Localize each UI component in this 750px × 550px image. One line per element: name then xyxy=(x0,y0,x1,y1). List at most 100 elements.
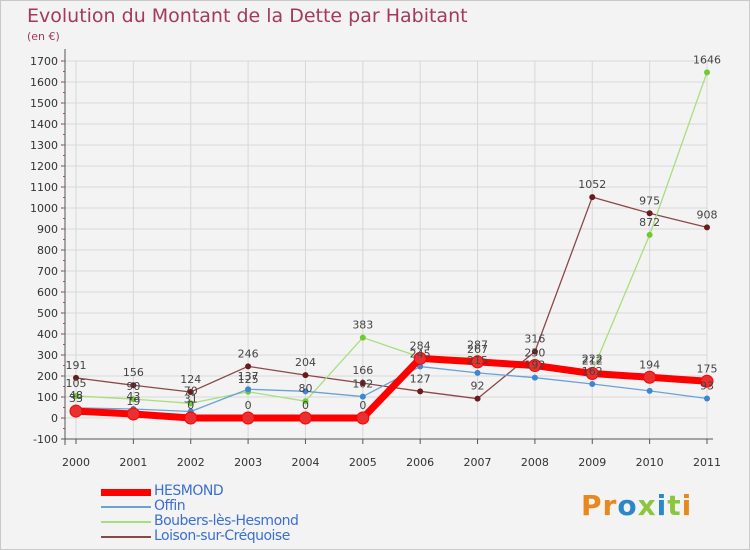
data-label: 872 xyxy=(639,216,660,229)
data-label: 137 xyxy=(238,370,259,383)
logo-letter: i xyxy=(656,489,668,522)
logo-letter: P xyxy=(581,489,603,522)
data-label: 204 xyxy=(295,356,316,369)
data-label: 975 xyxy=(639,194,660,207)
legend-label-loison: Loison-sur-Créquoise xyxy=(154,528,290,544)
grid xyxy=(65,60,708,440)
data-label: 80 xyxy=(298,382,312,395)
x-tick-label: 2004 xyxy=(291,456,319,469)
data-point-1 xyxy=(359,393,366,400)
data-point-0 xyxy=(643,370,657,384)
data-point-0 xyxy=(241,411,255,425)
data-point-2 xyxy=(302,398,309,405)
data-label: 175 xyxy=(697,362,718,375)
tick-labels: -100010020030040050060070080090010001100… xyxy=(30,55,721,469)
logo-letter: t xyxy=(667,489,682,522)
data-label: 166 xyxy=(352,364,373,377)
data-point-2 xyxy=(646,231,653,238)
data-label: 287 xyxy=(467,339,488,352)
y-tick-label: 1000 xyxy=(30,202,58,215)
y-tick-label: 200 xyxy=(37,370,58,383)
data-point-1 xyxy=(245,386,252,393)
data-point-0 xyxy=(471,355,485,369)
legend-label-offin: Offin xyxy=(154,498,186,514)
y-tick-label: 1600 xyxy=(30,76,58,89)
data-point-2 xyxy=(359,334,366,341)
data-point-1 xyxy=(302,388,309,395)
data-label: 162 xyxy=(582,365,603,378)
data-label: 215 xyxy=(467,354,488,367)
data-label: 70 xyxy=(184,384,198,397)
legend-label-hesmond: HESMOND xyxy=(154,483,224,499)
x-tick-label: 2001 xyxy=(119,456,147,469)
data-label: 0 xyxy=(302,399,309,412)
data-point-1 xyxy=(474,369,481,376)
data-label: 105 xyxy=(66,377,87,390)
data-point-3 xyxy=(531,348,538,355)
data-label: 0 xyxy=(359,399,366,412)
legend-swatch-boubers xyxy=(101,521,151,523)
x-tick-label: 2008 xyxy=(521,456,549,469)
data-label: 43 xyxy=(126,390,140,403)
y-tick-label: 1400 xyxy=(30,118,58,131)
data-point-3 xyxy=(245,363,252,370)
data-label: 908 xyxy=(697,208,718,221)
data-point-0 xyxy=(356,411,370,425)
series-layer xyxy=(69,69,714,425)
series-line-1 xyxy=(75,365,708,413)
data-labels: 33 19 0 0 0 0 284 267 250 212 194 175 48 43 31 137 102 24… xyxy=(66,53,722,412)
y-tick-label: 800 xyxy=(37,244,58,257)
data-label: 191 xyxy=(66,359,87,372)
logo-letter: i xyxy=(681,489,693,522)
data-point-0 xyxy=(528,359,542,372)
data-point-3 xyxy=(646,210,653,217)
data-label: 93 xyxy=(700,379,714,392)
data-point-3 xyxy=(187,388,194,395)
data-point-0 xyxy=(126,407,140,421)
data-point-1 xyxy=(646,387,653,394)
data-label: 246 xyxy=(238,347,259,360)
data-label: 316 xyxy=(524,333,545,346)
data-point-0 xyxy=(585,366,599,380)
y-tick-label: 100 xyxy=(37,391,58,404)
y-tick-label: 1200 xyxy=(30,160,58,173)
x-tick-label: 2006 xyxy=(406,456,434,469)
data-point-3 xyxy=(130,382,137,389)
chart-title: Evolution du Montant de la Dette par Hab… xyxy=(27,5,468,27)
y-tick-label: 400 xyxy=(37,328,58,341)
data-point-3 xyxy=(73,374,79,381)
data-point-1 xyxy=(704,395,710,402)
data-label: 0 xyxy=(245,399,252,412)
data-point-2 xyxy=(73,392,79,399)
data-label: 125 xyxy=(238,373,259,386)
data-point-0 xyxy=(413,351,427,365)
data-point-3 xyxy=(474,395,481,402)
data-label: 19 xyxy=(126,395,140,408)
y-tick-label: 900 xyxy=(37,223,58,236)
data-point-1 xyxy=(531,374,538,381)
x-tick-label: 2005 xyxy=(349,456,377,469)
data-label: 222 xyxy=(582,352,603,365)
data-point-3 xyxy=(704,224,710,231)
series-line-2 xyxy=(75,71,708,404)
data-point-1 xyxy=(589,380,596,387)
y-tick-label: 1100 xyxy=(30,181,58,194)
logo-letter: r xyxy=(602,489,618,522)
data-label: 1646 xyxy=(693,53,721,66)
data-label: 127 xyxy=(410,372,431,385)
data-label: 0 xyxy=(187,399,194,412)
data-label: 245 xyxy=(410,348,431,361)
data-point-3 xyxy=(302,372,309,379)
x-tick-label: 2009 xyxy=(578,456,606,469)
data-label: 250 xyxy=(524,347,545,360)
logo-letter: o xyxy=(617,489,638,522)
data-label: 124 xyxy=(180,373,201,386)
axes xyxy=(61,49,713,445)
x-tick-label: 2007 xyxy=(464,456,492,469)
data-label: 1052 xyxy=(578,178,606,191)
x-tick-label: 2011 xyxy=(693,456,721,469)
data-label: 194 xyxy=(639,358,660,371)
series-line-0 xyxy=(72,354,711,422)
